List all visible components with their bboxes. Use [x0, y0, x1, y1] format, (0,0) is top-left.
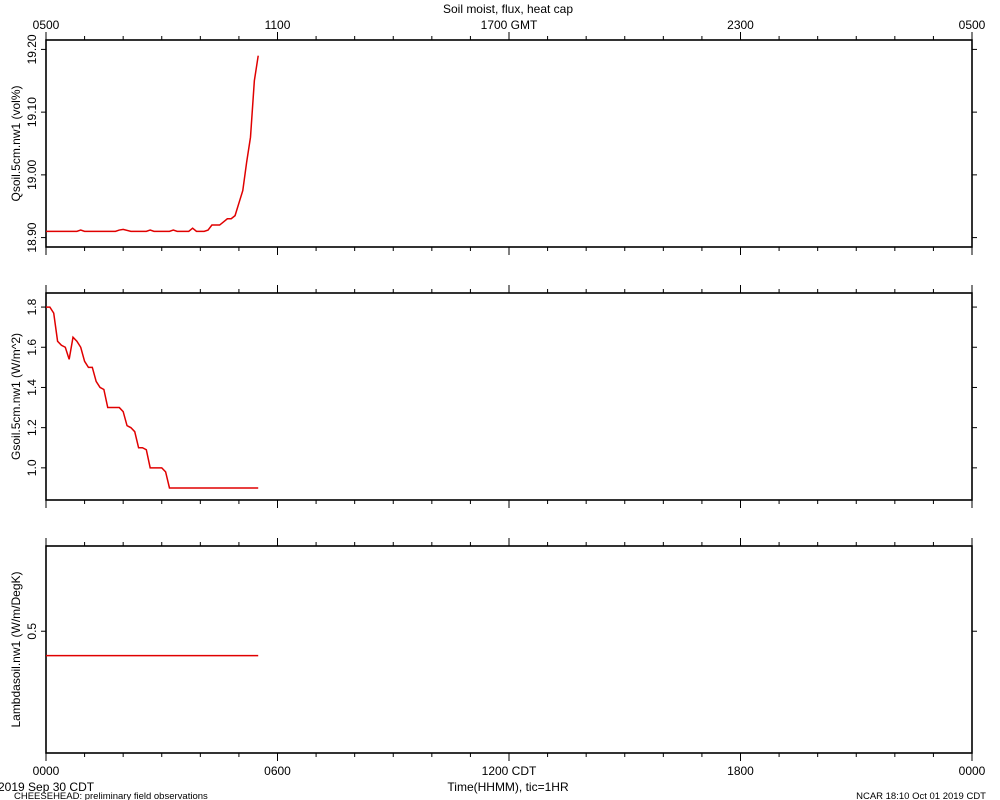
y-tick-label: 18.90 [25, 222, 39, 252]
chart-title: Soil moist, flux, heat cap [443, 2, 573, 16]
panels: 18.90 19.00 19.10 19.20 Qsoil.5cm.nw1 (vol%)… [9, 32, 977, 761]
bottom-tick-label: 1800 [727, 764, 754, 778]
y-tick-label: 1.2 [25, 419, 39, 436]
footer-credit: NCAR 18:10 Oct 01 2019 CDT [856, 791, 986, 800]
y-axis-label: Lambdasoil.nw1 (W/m/DegK) [9, 571, 23, 727]
y-tick-label: 1.4 [25, 379, 39, 396]
panel-2: 1.0 1.2 1.4 1.6 1.8 Gsoil.5cm.nw1 (W/m^2) [9, 285, 977, 508]
top-tick-label: 1100 [265, 18, 291, 32]
top-axis-labels: 0500 1100 1700 GMT 2300 0500 [33, 18, 986, 32]
y-tick-label: 19.10 [25, 97, 39, 127]
footer-project: CHEESEHEAD: preliminary field observatio… [14, 791, 208, 800]
footer-date: 2019 Sep 30 CDT [0, 780, 95, 794]
panel-1: 18.90 19.00 19.10 19.20 Qsoil.5cm.nw1 (vol%) [9, 32, 977, 255]
top-tick-label: 1700 GMT [481, 18, 538, 32]
y-tick-label: 1.6 [25, 339, 39, 356]
panel-frame [45, 545, 973, 754]
y-tick-label: 1.8 [25, 298, 39, 315]
bottom-axis-labels: 0000 0600 1200 CDT 1800 0000 [33, 764, 986, 778]
y-tick-label: 19.00 [25, 160, 39, 190]
bottom-tick-label: 0600 [264, 764, 291, 778]
top-tick-label: 2300 [727, 18, 754, 32]
top-tick-label: 0500 [959, 18, 986, 32]
bottom-tick-label: 0000 [959, 764, 986, 778]
y-axis-label: Gsoil.5cm.nw1 (W/m^2) [9, 333, 23, 460]
panel-frame [45, 39, 973, 248]
top-tick-label: 0500 [33, 18, 60, 32]
y-tick-label: 1.0 [25, 459, 39, 476]
y-axis-label: Qsoil.5cm.nw1 (vol%) [9, 85, 23, 201]
series-line [46, 55, 259, 233]
bottom-tick-label: 1200 CDT [482, 764, 537, 778]
bottom-tick-label: 0000 [33, 764, 60, 778]
series-line [46, 306, 259, 489]
y-tick-label: 0.5 [25, 623, 39, 640]
x-axis-label: Time(HHMM), tic=1HR [447, 780, 569, 794]
y-tick-label: 19.20 [25, 34, 39, 64]
panel-frame [45, 292, 973, 501]
